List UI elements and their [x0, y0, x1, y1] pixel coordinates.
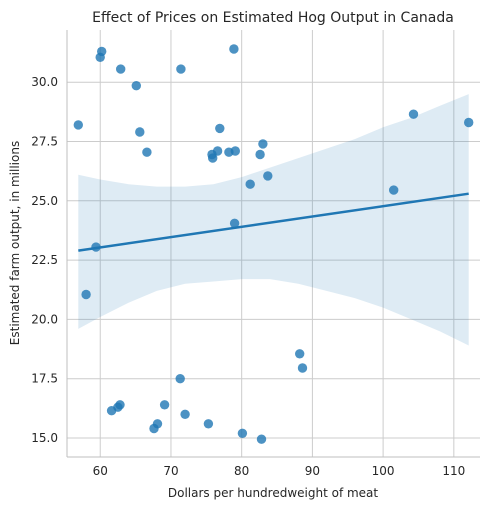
data-point [258, 139, 268, 149]
x-axis-label: Dollars per hundredweight of meat [168, 486, 379, 500]
data-point [81, 289, 91, 300]
data-point [212, 146, 223, 156]
data-point [237, 428, 248, 438]
data-point [215, 123, 225, 134]
data-point [208, 153, 218, 163]
data-point [159, 400, 170, 410]
x-tick-label: 60 [93, 464, 108, 478]
x-tick-label: 70 [163, 464, 178, 478]
x-tick-label: 80 [234, 464, 249, 478]
data-point [73, 120, 84, 130]
data-point [176, 64, 186, 74]
data-point [95, 52, 105, 62]
data-point [91, 242, 101, 252]
data-point [389, 185, 399, 195]
y-tick-label: 25.0 [31, 194, 58, 208]
data-point [464, 117, 474, 128]
x-tick-label: 90 [305, 464, 320, 478]
data-point [255, 149, 265, 160]
data-point [245, 179, 255, 189]
confidence-band-layer [78, 94, 469, 346]
chart-title: Effect of Prices on Estimated Hog Output… [92, 10, 454, 26]
regression-line-layer [78, 192, 469, 252]
confidence-band [78, 94, 469, 346]
data-point [229, 44, 239, 54]
tick-labels: 60 70 80 90 100 110 15.0 17.5 20.0 22.5 25.0 27.5 30… [31, 75, 465, 478]
data-point [135, 127, 145, 137]
y-tick-label: 20.0 [31, 312, 58, 326]
data-point [175, 374, 185, 384]
y-tick-label: 22.5 [31, 253, 58, 267]
grid [67, 30, 480, 457]
y-tick-label: 27.5 [31, 134, 58, 148]
regression-line [78, 192, 469, 252]
data-points [73, 44, 474, 444]
data-point [131, 81, 141, 91]
data-point [149, 423, 159, 434]
data-point [180, 409, 190, 419]
data-point [115, 400, 125, 410]
data-point [229, 218, 240, 228]
x-tick-label: 110 [442, 464, 465, 478]
data-point [295, 349, 305, 359]
x-tick-label: 100 [372, 464, 395, 478]
data-point [203, 419, 214, 429]
data-point [116, 64, 126, 74]
data-point [142, 147, 152, 157]
y-tick-label: 17.5 [31, 372, 58, 386]
data-point [263, 171, 273, 181]
y-axis-label: Estimated farm output, in millions [8, 141, 22, 345]
data-point [297, 363, 308, 373]
data-point [408, 109, 419, 119]
y-tick-label: 15.0 [31, 431, 58, 445]
data-point [256, 434, 267, 444]
data-point [230, 146, 240, 156]
y-tick-label: 30.0 [31, 75, 58, 89]
